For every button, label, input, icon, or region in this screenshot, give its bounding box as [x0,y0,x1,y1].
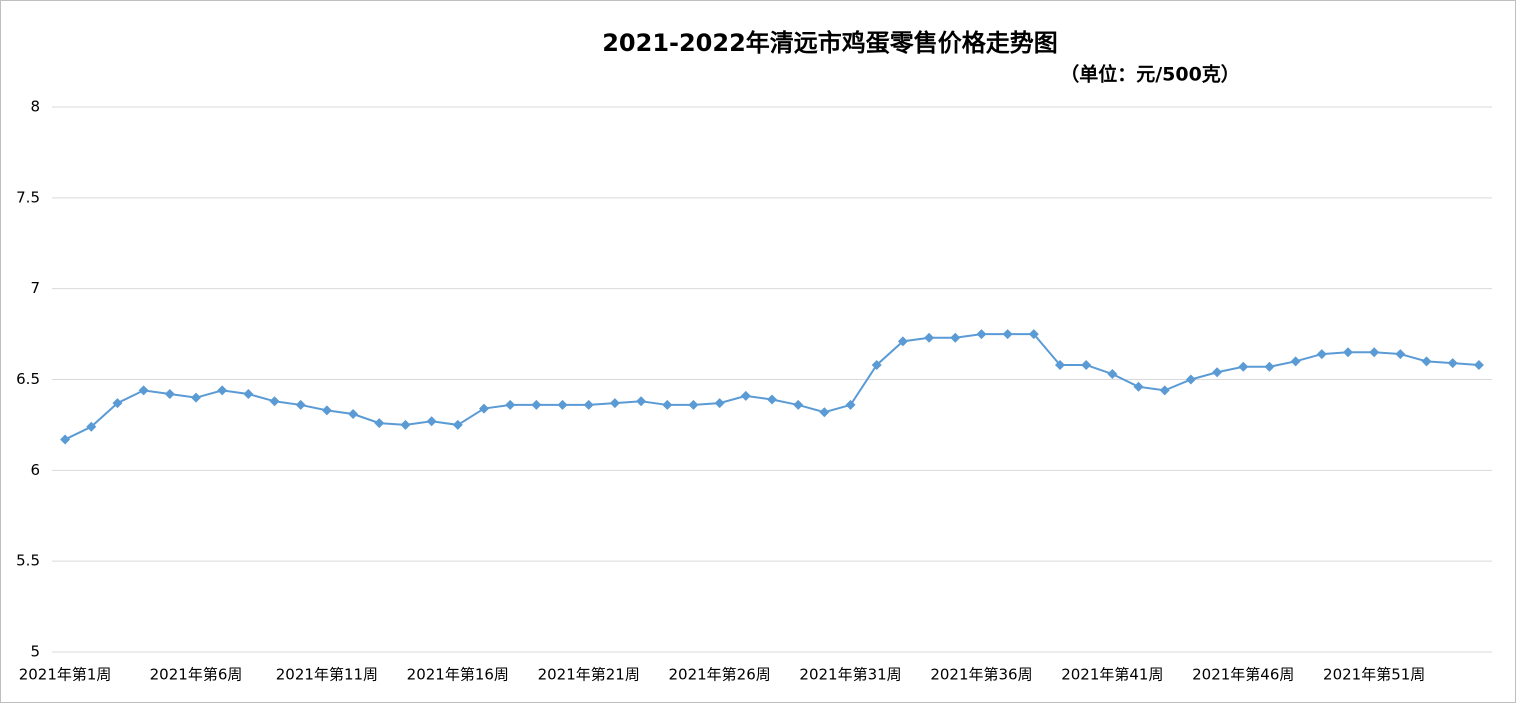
data-marker [164,389,175,400]
data-marker [1107,369,1118,380]
data-marker [950,332,961,343]
data-marker [1473,359,1484,370]
x-tick-label: 2021年第36周 [930,666,1032,684]
x-tick-label: 2021年第51周 [1323,666,1425,684]
data-marker [767,394,777,405]
data-marker [295,399,306,410]
data-marker [217,385,228,396]
data-marker [112,398,123,409]
chart-title: 2021-2022年清远市鸡蛋零售价格走势图 [602,29,1058,57]
data-marker [191,392,201,403]
data-marker [793,399,804,410]
data-marker [243,389,254,400]
y-tick-label: 6 [30,461,40,479]
data-marker [348,409,359,420]
data-marker [1421,356,1432,367]
y-tick-label: 5.5 [16,552,40,570]
x-tick-label: 2021年第26周 [669,666,771,684]
data-marker [269,396,280,407]
data-marker [505,399,516,410]
y-tick-label: 8 [30,98,40,116]
x-tick-label: 2021年第11周 [276,666,378,684]
data-marker [897,336,908,347]
data-marker [557,399,568,410]
data-marker [1447,358,1458,369]
data-marker [1212,367,1223,378]
y-tick-label: 5 [30,643,40,661]
x-tick-label: 2021年第31周 [799,666,901,684]
data-marker [400,419,411,430]
y-tick-label: 7.5 [16,188,40,206]
data-marker [452,419,463,430]
data-marker [924,332,935,343]
y-tick-label: 7 [30,279,40,297]
data-marker [688,399,699,410]
data-marker [845,399,856,410]
data-marker [636,396,647,407]
data-marker [1264,361,1275,372]
data-marker [976,329,987,340]
data-marker [714,398,725,409]
data-marker [1185,374,1196,385]
data-marker [1081,359,1092,370]
data-marker [871,359,882,370]
data-marker [86,421,97,432]
data-marker [1133,381,1144,392]
chart-subtitle: （单位：元/500克） [1060,63,1240,86]
data-marker [662,399,673,410]
data-marker [1002,329,1013,340]
data-marker [138,385,149,396]
data-marker [1159,385,1170,396]
data-marker [1369,347,1380,358]
data-marker [1290,356,1301,367]
data-marker [1316,349,1327,360]
data-marker [740,390,751,401]
x-tick-label: 2021年第21周 [538,666,640,684]
x-tick-label: 2021年第46周 [1192,666,1294,684]
data-marker [1055,359,1065,370]
data-marker [609,398,620,409]
data-marker [1238,361,1249,372]
data-marker [1028,329,1039,340]
data-marker [1395,349,1406,360]
data-marker [583,399,594,410]
data-marker [426,416,437,427]
data-marker [1343,347,1353,358]
x-tick-label: 2021年第16周 [407,666,509,684]
data-marker [374,418,385,429]
data-marker [321,405,332,416]
x-tick-label: 2021年第1周 [19,666,112,684]
y-tick-label: 6.5 [16,370,40,388]
data-marker [60,434,71,445]
x-tick-label: 2021年第6周 [150,666,243,684]
data-marker [531,399,542,410]
x-tick-label: 2021年第41周 [1061,666,1163,684]
data-marker [819,407,830,418]
data-marker [479,403,489,414]
